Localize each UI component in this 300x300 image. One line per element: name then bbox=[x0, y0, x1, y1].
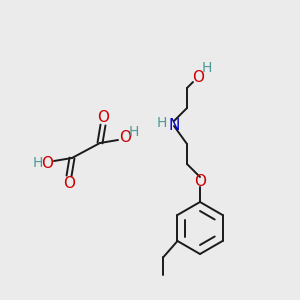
Text: O: O bbox=[192, 70, 204, 85]
Text: O: O bbox=[194, 175, 206, 190]
Text: H: H bbox=[202, 61, 212, 75]
Text: H: H bbox=[33, 156, 43, 170]
Text: H: H bbox=[157, 116, 167, 130]
Text: O: O bbox=[97, 110, 109, 125]
Text: O: O bbox=[119, 130, 131, 146]
Text: N: N bbox=[168, 118, 180, 134]
Text: H: H bbox=[129, 125, 139, 139]
Text: O: O bbox=[63, 176, 75, 190]
Text: O: O bbox=[41, 155, 53, 170]
